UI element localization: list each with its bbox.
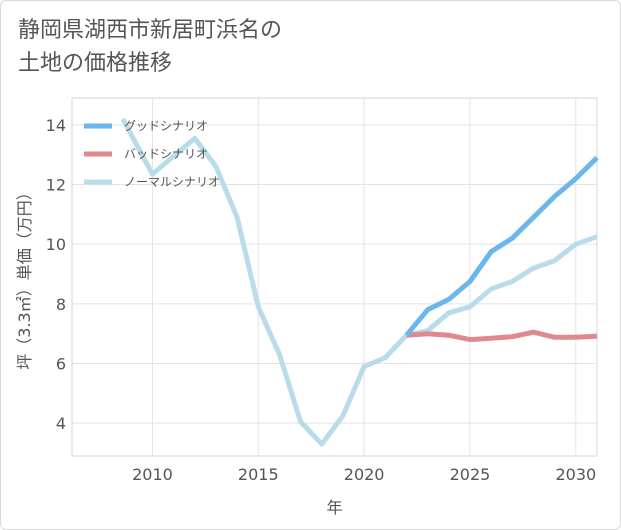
series-line-1 (406, 329, 598, 343)
y-tick-label: 14 (46, 116, 66, 135)
series-lines (120, 117, 599, 447)
y-tick-label: 6 (56, 355, 66, 374)
x-tick-label: 2030 (555, 465, 596, 484)
x-axis-label: 年 (326, 498, 342, 517)
y-tick-label: 10 (46, 235, 66, 254)
series-line-2 (120, 117, 598, 447)
y-tick-label: 4 (56, 414, 66, 433)
x-tick-label: 2015 (238, 465, 279, 484)
legend-label: グッドシナリオ (124, 119, 208, 133)
y-tick-label: 12 (46, 176, 66, 195)
grid (71, 97, 598, 457)
tick-labels: 2010 2015 2020 2025 2030 4 6 8 10 12 14 (46, 116, 597, 484)
chart-title: 静岡県湖西市新居町浜名の 土地の価格推移 (18, 18, 283, 76)
legend-label: バッドシナリオ (124, 147, 208, 161)
y-axis-label: 坪（3.3㎡）単価（万円） (15, 184, 34, 369)
plot-area (71, 97, 598, 457)
x-tick-label: 2025 (450, 465, 491, 484)
x-tick-label: 2010 (132, 465, 173, 484)
legend-label: ノーマルシナリオ (124, 175, 220, 189)
x-tick-label: 2020 (344, 465, 385, 484)
series-line-0 (404, 155, 599, 337)
y-tick-label: 8 (56, 295, 66, 314)
